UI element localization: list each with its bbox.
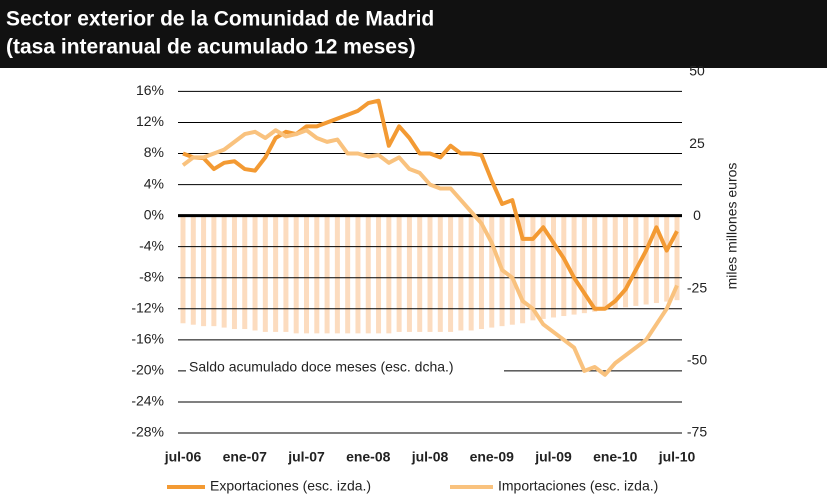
y-tick-label: 12% xyxy=(136,113,164,129)
y-tick-label: -20% xyxy=(131,362,164,378)
bar xyxy=(180,216,186,324)
bar xyxy=(581,216,587,314)
bar xyxy=(324,216,330,334)
y-tick-label: -28% xyxy=(131,424,164,440)
bar xyxy=(551,216,556,318)
bar xyxy=(221,216,227,328)
bar xyxy=(242,216,248,330)
bar xyxy=(365,216,371,334)
bar xyxy=(674,216,680,301)
y-tick-label: 8% xyxy=(144,144,164,160)
bar xyxy=(437,216,443,332)
y-tick-label: -4% xyxy=(139,237,164,253)
x-tick-label: ene-09 xyxy=(470,449,515,465)
bar xyxy=(458,216,464,331)
bar xyxy=(602,216,608,311)
annotation: Saldo acumulado doce meses (esc. dcha.) xyxy=(189,359,454,375)
bar xyxy=(540,216,546,319)
series-line xyxy=(182,98,679,311)
bar xyxy=(530,216,536,321)
bar xyxy=(273,216,279,332)
legend-label: Exportaciones (esc. izda.) xyxy=(210,478,371,494)
bar xyxy=(283,216,289,332)
y-tick-label: -12% xyxy=(131,299,164,315)
bar xyxy=(231,216,237,330)
bar xyxy=(643,216,649,305)
bar xyxy=(406,216,412,332)
y-tick-label: 4% xyxy=(144,175,164,191)
x-tick-label: jul-08 xyxy=(411,449,449,465)
y-tick-label: 0% xyxy=(144,206,164,222)
chart-subtitle: (tasa interanual de acumulado 12 meses) xyxy=(6,36,416,59)
bar xyxy=(633,216,639,306)
bar xyxy=(334,216,340,334)
x-tick-label: jul-07 xyxy=(287,449,325,465)
x-tick-label: ene-07 xyxy=(223,449,268,465)
bar xyxy=(592,216,598,312)
bar xyxy=(262,216,268,332)
y-tick-label: -8% xyxy=(139,268,164,284)
y-tick-label: -24% xyxy=(131,393,164,409)
bar xyxy=(509,216,515,325)
series-line xyxy=(181,128,679,377)
bar xyxy=(314,216,320,334)
chart-title: Sector exterior de la Comunidad de Madri… xyxy=(6,8,434,31)
y2-tick-label: 0 xyxy=(693,207,701,223)
bar xyxy=(252,216,258,331)
bar xyxy=(417,216,423,332)
bar xyxy=(304,216,309,334)
bar xyxy=(376,216,382,334)
bar xyxy=(190,216,196,325)
bar xyxy=(201,216,207,327)
y-tick-label: 16% xyxy=(136,82,164,98)
y2-axis-label: miles millones euros xyxy=(724,163,740,290)
annotation-bg xyxy=(186,358,504,377)
bar xyxy=(561,216,567,317)
y-tick-label: -16% xyxy=(131,331,164,347)
bar xyxy=(345,216,351,334)
bar xyxy=(623,216,629,308)
bar xyxy=(386,216,392,334)
bar xyxy=(468,216,474,331)
x-tick-label: ene-08 xyxy=(346,449,391,465)
bar xyxy=(489,216,495,328)
x-tick-label: jul-06 xyxy=(164,449,202,465)
y2-tick-label: 25 xyxy=(689,135,705,151)
bar xyxy=(520,216,526,324)
bar xyxy=(211,216,217,327)
title-band xyxy=(0,0,827,68)
y2-tick-label: -25 xyxy=(687,279,707,295)
y2-tick-label: -75 xyxy=(687,424,707,440)
bar xyxy=(396,216,402,332)
bar xyxy=(478,216,484,330)
bar xyxy=(664,216,670,302)
bar xyxy=(293,216,299,334)
bar xyxy=(612,216,618,309)
bar xyxy=(427,216,433,332)
legend-label: Importaciones (esc. izda.) xyxy=(498,478,658,494)
y2-tick-label: 50 xyxy=(689,63,705,79)
x-tick-label: jul-10 xyxy=(658,449,696,465)
x-tick-label: ene-10 xyxy=(593,449,638,465)
bar xyxy=(571,216,577,315)
x-tick-label: jul-09 xyxy=(534,449,572,465)
bar xyxy=(355,216,361,334)
y2-tick-label: -50 xyxy=(687,352,707,368)
bar xyxy=(448,216,454,332)
bar xyxy=(653,216,659,304)
